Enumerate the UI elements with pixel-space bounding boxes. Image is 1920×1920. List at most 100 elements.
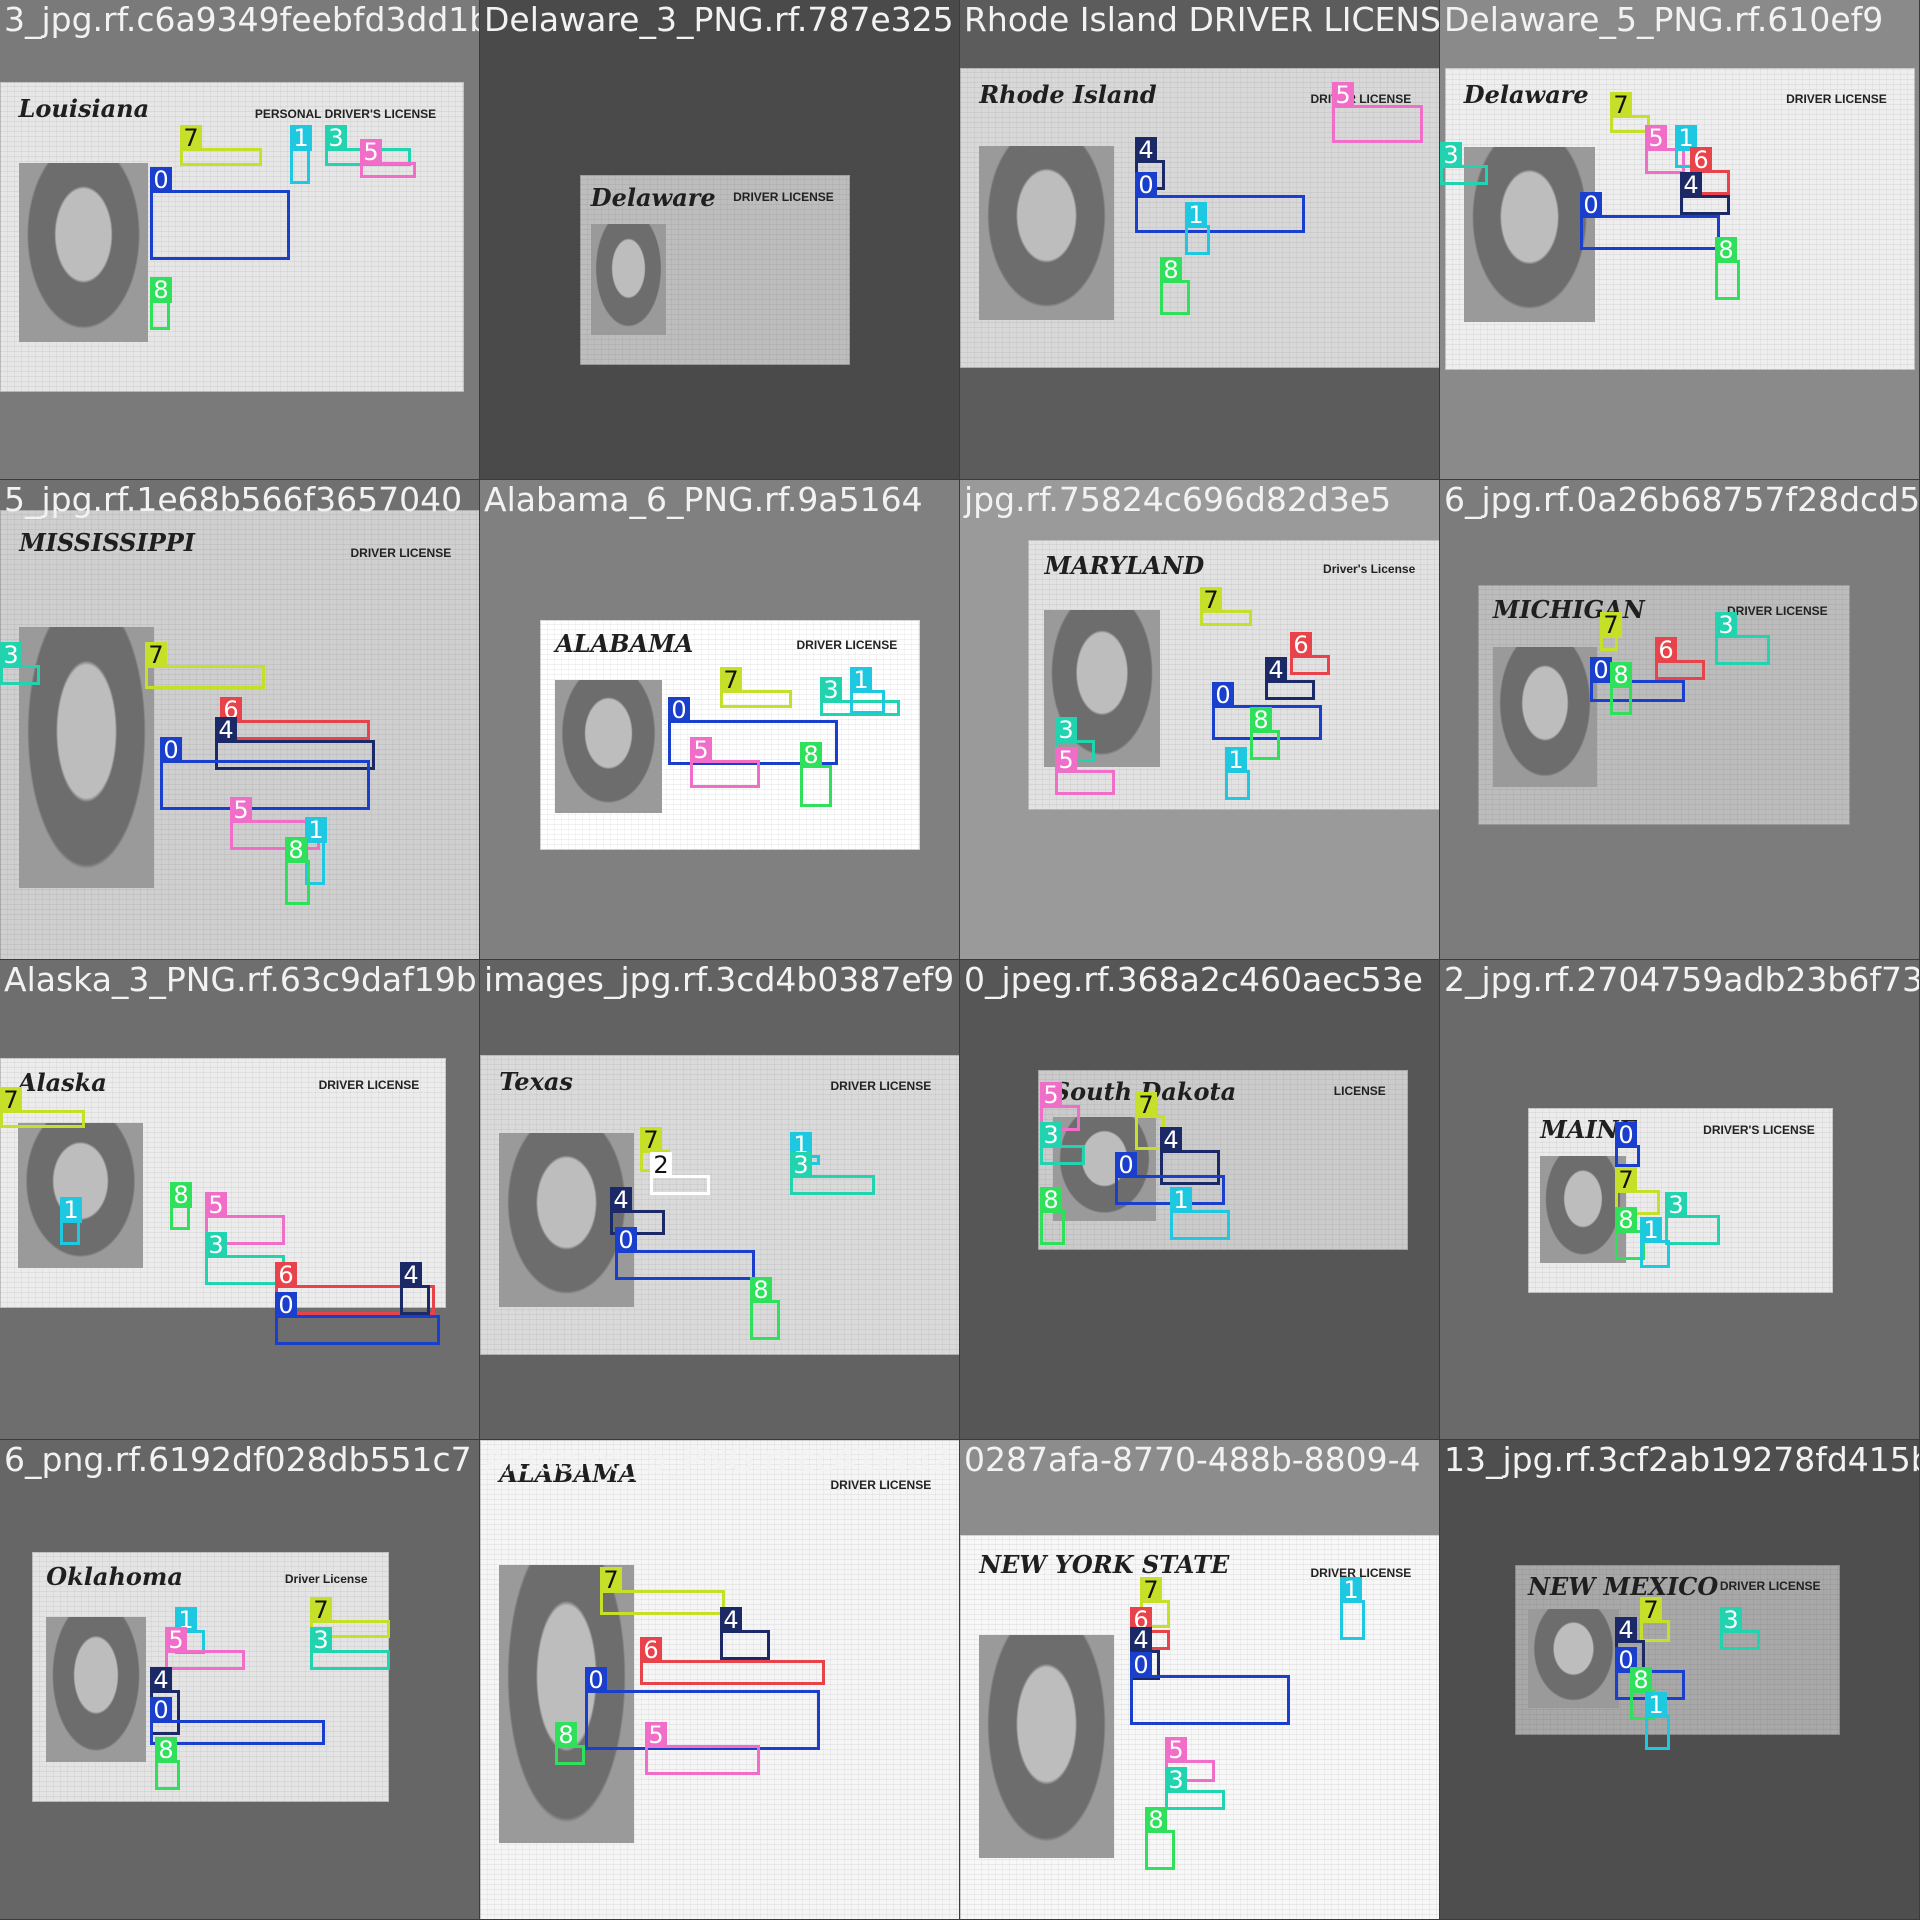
detection-box-class-2: 2 xyxy=(650,1152,710,1195)
card-state-title: Delaware xyxy=(590,182,716,212)
detection-box-class-0: 0 xyxy=(275,1292,440,1345)
card-license-heading: DRIVER LICENSE xyxy=(796,638,898,653)
detection-class-label: 5 xyxy=(1332,82,1354,108)
card-license-heading: DRIVER LICENSE xyxy=(1727,604,1828,619)
detection-class-label: 8 xyxy=(155,1737,177,1763)
detection-class-label: 3 xyxy=(0,642,22,668)
detection-class-label: 7 xyxy=(1615,1167,1637,1193)
detection-box-class-3: 3 xyxy=(1665,1192,1720,1245)
detection-class-label: 0 xyxy=(160,737,182,763)
detection-box-class-8: 8 xyxy=(555,1722,585,1765)
detection-class-label: 1 xyxy=(1675,125,1697,151)
card-portrait-photo xyxy=(499,1564,634,1844)
card-portrait-photo xyxy=(1540,1156,1626,1264)
detection-class-label: 5 xyxy=(1645,125,1667,151)
detection-box-class-4: 4 xyxy=(610,1187,665,1235)
card-state-title: Rhode Island xyxy=(979,80,1157,109)
detection-box-class-3: 3 xyxy=(790,1152,875,1195)
detection-box-class-8: 8 xyxy=(170,1182,192,1230)
tile-filename-caption: 0_jpeg.rf.368a2c460aec53e xyxy=(964,960,1423,999)
detection-box-class-8: 8 xyxy=(150,277,172,330)
detection-class-label: 6 xyxy=(1655,637,1677,663)
detection-class-label: 7 xyxy=(180,125,202,151)
detection-box-class-0: 0 xyxy=(1130,1652,1290,1725)
detection-class-label: 1 xyxy=(290,125,312,151)
detection-box-class-1: 1 xyxy=(1225,747,1250,800)
mosaic-tile: jpg.rf.75824c696d82d3e5 MARYLAND Driver's … xyxy=(960,480,1440,960)
detection-class-label: 1 xyxy=(1645,1692,1667,1718)
mosaic-tile: Rhode Island DRIVER LICENSE-a21e-a Rhode … xyxy=(960,0,1440,480)
detection-box-class-1: 1 xyxy=(850,667,885,714)
detection-box-class-3: 3 xyxy=(1165,1767,1225,1810)
detection-box-class-1: 1 xyxy=(1185,202,1210,255)
detection-box-class-8: 8 xyxy=(1250,707,1280,760)
detection-class-label: 3 xyxy=(820,677,842,703)
detection-class-label: 5 xyxy=(360,139,382,165)
detection-box-class-8: 8 xyxy=(1610,662,1632,715)
tile-filename-caption: Delaware_3_PNG.rf.787e325 xyxy=(484,0,954,39)
detection-class-label: 7 xyxy=(310,1597,332,1623)
detection-class-label: 5 xyxy=(1055,747,1077,773)
detection-box-class-0: 0 xyxy=(615,1227,755,1280)
detection-box-class-8: 8 xyxy=(750,1277,780,1340)
detection-box-class-3: 3 xyxy=(1440,142,1488,185)
detection-class-label: 0 xyxy=(150,167,172,193)
detection-class-label: 3 xyxy=(205,1232,227,1258)
card-license-heading: DRIVER LICENSE xyxy=(1786,92,1887,107)
detection-class-label: 2 xyxy=(650,1152,672,1178)
card-state-title: MISSISSIPPI xyxy=(19,528,196,557)
detection-class-label: 5 xyxy=(690,737,712,763)
detection-class-label: 4 xyxy=(150,1667,172,1693)
tile-filename-caption: 0287afa-8770-488b-8809-4 xyxy=(964,1440,1421,1479)
detection-box-class-4: 4 xyxy=(1265,657,1315,700)
license-card-image: Alaska DRIVER LICENSE xyxy=(0,1058,446,1308)
tile-filename-caption: Delaware_5_PNG.rf.610ef9 xyxy=(1444,0,1884,39)
detection-box-class-7: 7 xyxy=(1600,612,1622,651)
tile-filename-caption: images_jpg.rf.3cd4b0387ef9 xyxy=(484,960,955,999)
detection-class-label: 8 xyxy=(170,1182,192,1208)
detection-box-class-1: 1 xyxy=(175,1607,205,1654)
detection-class-label: 8 xyxy=(555,1722,577,1748)
detection-class-label: 8 xyxy=(750,1277,772,1303)
detection-class-label: 1 xyxy=(790,1132,812,1158)
detection-class-label: 0 xyxy=(668,697,690,723)
detection-box-class-6: 6 xyxy=(1690,147,1730,195)
mosaic-tile: 3_jpg.rf.c6a9349feebfd3dd1b Louisiana PERS… xyxy=(0,0,480,480)
detection-class-label: 1 xyxy=(1225,747,1247,773)
detection-class-label: 0 xyxy=(1115,1152,1137,1178)
detection-class-label: 4 xyxy=(1265,657,1287,683)
tile-filename-caption: Alaska_3_PNG.rf.63c9daf19b xyxy=(4,960,477,999)
detection-class-label: 7 xyxy=(0,1087,22,1113)
card-state-title: Oklahoma xyxy=(46,1562,183,1591)
detection-class-label: 0 xyxy=(1615,1122,1637,1148)
detection-class-label: 8 xyxy=(800,742,822,768)
tile-filename-caption: 13_jpg.rf.3cf2ab19278fd415bd xyxy=(1444,1440,1920,1479)
card-state-title: ALABAMA xyxy=(499,1459,638,1489)
detection-class-label: 7 xyxy=(1640,1597,1662,1623)
detection-box-class-7: 7 xyxy=(720,667,792,708)
detection-box-class-3: 3 xyxy=(0,642,40,685)
detection-class-label: 3 xyxy=(1055,717,1077,743)
detection-box-class-4: 4 xyxy=(1160,1127,1220,1185)
detection-class-label: 0 xyxy=(1580,192,1602,218)
detection-box-class-5: 5 xyxy=(645,1722,760,1775)
detection-class-label: 8 xyxy=(1630,1667,1652,1693)
detection-box-class-5: 5 xyxy=(205,1192,285,1245)
card-portrait-photo xyxy=(46,1617,147,1762)
detection-box-class-0: 0 xyxy=(1135,172,1305,233)
tile-filename-caption: 6_png.rf.6192df028db551c7 xyxy=(4,1440,472,1479)
card-portrait-photo xyxy=(17,1123,143,1268)
detection-box-class-1: 1 xyxy=(1645,1692,1670,1750)
detection-box-class-3: 3 xyxy=(820,677,900,716)
mosaic-tile: Alabama_6_PNG.rf.9a5164 ALABAMA DRIVER LIC… xyxy=(480,480,960,960)
mosaic-tile: images_jpg.rf.3cd4b0387ef9 Texas DRIVER LI… xyxy=(480,960,960,1440)
detection-class-label: 7 xyxy=(1140,1577,1162,1603)
license-card-image: Texas DRIVER LICENSE xyxy=(480,1055,959,1355)
detection-box-class-0: 0 xyxy=(668,697,838,765)
detection-box-class-0: 0 xyxy=(160,737,370,810)
card-state-title: Texas xyxy=(499,1067,573,1096)
license-card-image: NEW MEXICO DRIVER LICENSE xyxy=(1515,1565,1840,1735)
card-license-heading: Driver License xyxy=(284,1572,368,1586)
detection-class-label: 7 xyxy=(1610,92,1632,118)
card-license-heading: DRIVER LICENSE xyxy=(1310,92,1412,106)
